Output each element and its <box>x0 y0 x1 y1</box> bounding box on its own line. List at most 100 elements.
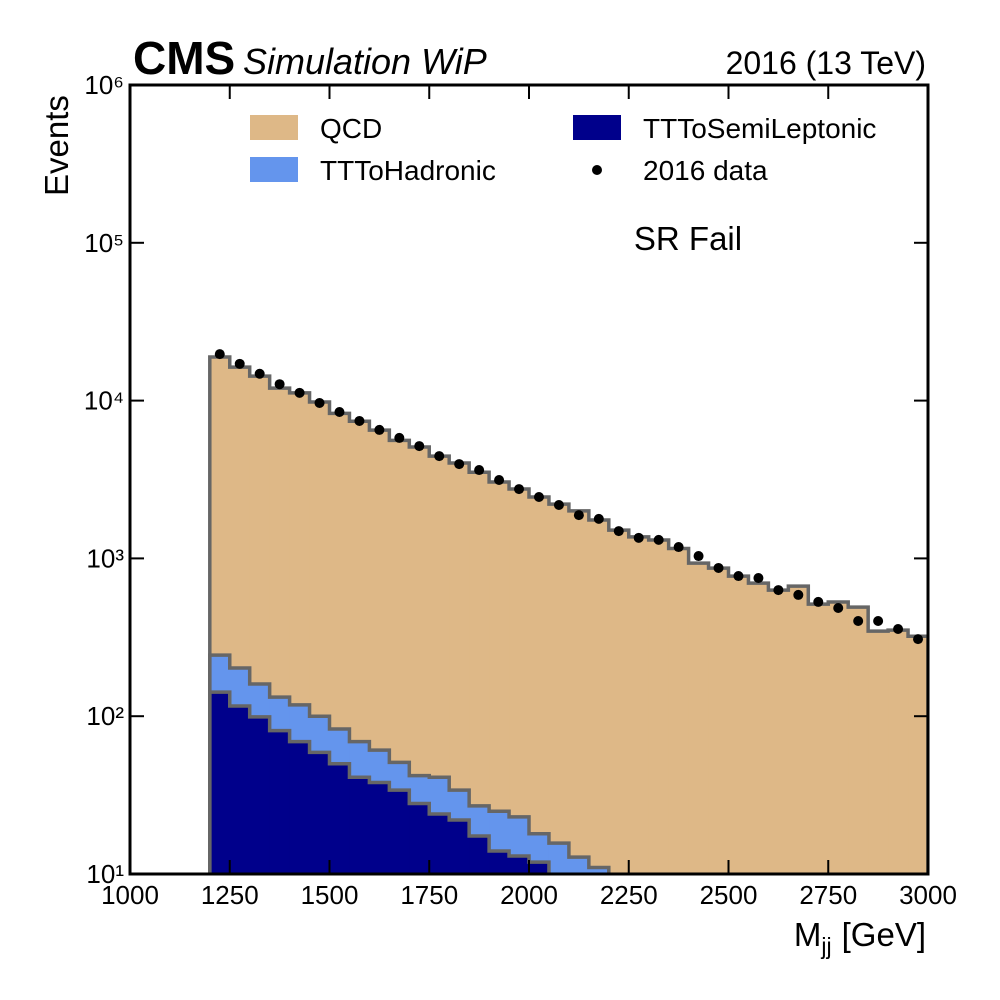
histogram-bar <box>489 850 510 874</box>
data-point <box>533 491 544 502</box>
legend-label: TTToSemiLeptonic <box>643 113 876 144</box>
histogram-bar <box>269 697 291 731</box>
histogram-bar <box>628 536 650 874</box>
histogram-bar <box>209 692 231 874</box>
x-tick-label: 1000 <box>101 880 159 910</box>
histogram-bar <box>249 376 271 684</box>
legend-label: 2016 data <box>643 155 768 186</box>
histogram-bar <box>209 356 231 656</box>
histogram-bar <box>289 704 311 742</box>
histogram-bar <box>349 741 370 778</box>
histogram-bar <box>469 836 490 874</box>
legend-label: TTToHadronic <box>320 155 496 186</box>
histogram-bar <box>369 430 390 751</box>
data-point <box>653 534 664 545</box>
y-tick-label: 10¹ <box>86 859 124 889</box>
y-tick-label: 10⁶ <box>84 70 124 100</box>
histogram-edge <box>208 653 611 874</box>
axes: 1000 1250 1500 1750 2000 2250 2500 2750 3000 10¹ 1… <box>84 70 957 910</box>
histogram-bar <box>668 548 690 874</box>
y-tick-label: 10² <box>86 701 124 731</box>
data-point <box>434 451 445 462</box>
legend-swatch <box>250 115 298 140</box>
x-tick-label: 3000 <box>899 880 957 910</box>
data-point <box>394 432 405 443</box>
plot-frame <box>128 83 930 876</box>
histogram-edge <box>208 355 928 874</box>
legend-marker <box>592 165 602 175</box>
legend-swatch <box>573 115 621 140</box>
histogram-bar <box>688 563 710 874</box>
histogram-bar <box>529 497 550 834</box>
data-point <box>913 634 924 645</box>
x-tick-label: 2250 <box>600 880 658 910</box>
lumi-label: 2016 (13 TeV) <box>726 45 926 81</box>
histogram-bar <box>728 576 749 874</box>
y-tick-label: 10⁵ <box>84 228 124 258</box>
x-label-unit: [GeV] <box>842 916 926 953</box>
histogram-bar <box>269 730 291 874</box>
data-point <box>553 499 564 510</box>
histogram-bar <box>748 583 769 874</box>
histogram-bar <box>868 631 889 874</box>
histogram-bar <box>229 706 251 874</box>
histogram-bar <box>409 446 430 776</box>
histogram-bar <box>349 777 370 874</box>
histogram-bar <box>648 540 670 874</box>
x-tick-label: 1500 <box>301 880 359 910</box>
legend-label: QCD <box>320 113 382 144</box>
histogram-bar <box>429 777 450 815</box>
histogram-bar <box>389 790 410 874</box>
histogram-bar <box>389 440 410 763</box>
data-point <box>214 349 225 360</box>
data-point <box>573 510 584 521</box>
histogram-bar <box>449 462 470 791</box>
histogram-bar <box>588 520 610 868</box>
histogram-bar <box>429 814 450 874</box>
data-point <box>833 602 844 613</box>
histogram-bar <box>509 816 530 857</box>
histogram-bar <box>469 805 490 837</box>
histogram-bar <box>269 388 291 698</box>
data-point <box>693 551 704 562</box>
histogram-bar <box>229 367 251 669</box>
histogram-bar <box>249 716 271 874</box>
x-tick-label: 2750 <box>799 880 857 910</box>
data-point <box>673 542 684 553</box>
histogram-bar <box>489 481 510 812</box>
histogram-bar <box>369 782 390 874</box>
data-point <box>494 474 505 485</box>
data-point <box>294 387 305 398</box>
data-point <box>414 441 425 452</box>
data-point <box>873 616 884 627</box>
histogram-bar <box>289 741 311 874</box>
histogram-bar <box>469 472 490 806</box>
histogram-bar <box>329 413 350 729</box>
histogram-bar <box>409 803 430 874</box>
legend: QCD TTToHadronic TTToSemiLeptonic 2016 data <box>250 113 876 186</box>
x-axis-label: Mjj [GeV] <box>794 916 926 959</box>
histogram-bar <box>708 568 729 874</box>
data-point <box>514 484 525 495</box>
data-point <box>354 415 365 426</box>
histogram-bar <box>908 636 928 874</box>
legend-swatch <box>250 157 298 182</box>
histogram-bar <box>309 752 330 874</box>
histogram-bar <box>608 530 630 874</box>
data-point <box>613 526 624 537</box>
y-tick-label: 10⁴ <box>84 386 124 416</box>
data-point <box>893 623 904 634</box>
histogram-bar <box>568 857 590 874</box>
data-point <box>733 571 744 582</box>
histogram-bar <box>329 728 350 764</box>
x-tick-label: 1250 <box>201 880 259 910</box>
data-point <box>254 368 265 379</box>
histogram-bar <box>329 763 350 874</box>
histogram-bar <box>888 630 909 874</box>
histogram-bar <box>489 811 510 851</box>
data-point <box>813 596 824 607</box>
histogram-bar <box>788 586 809 874</box>
data-point <box>793 589 804 600</box>
data-point <box>374 424 385 435</box>
data-point <box>853 616 864 627</box>
